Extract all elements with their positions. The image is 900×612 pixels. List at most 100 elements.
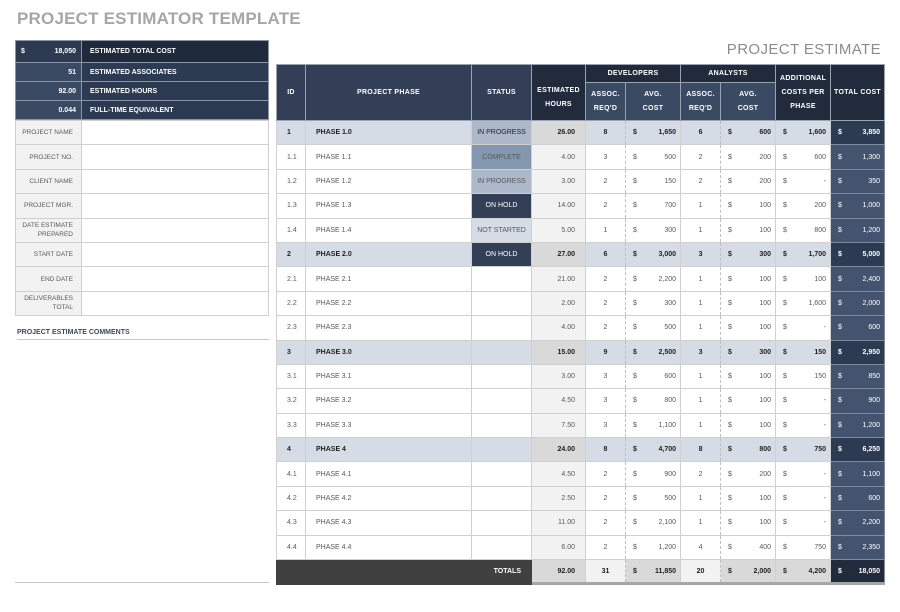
cell-an-cost[interactable]: $100 [720,413,777,439]
cell-additional[interactable]: $1,600 [775,120,832,146]
cell-an-assoc[interactable]: 8 [680,437,722,463]
cell-dev-cost[interactable]: $150 [624,169,682,195]
cell-an-assoc[interactable]: 1 [680,364,722,390]
cell-phase[interactable]: PHASE 2.2 [305,291,472,317]
cell-additional[interactable]: $ - [775,169,832,195]
cell-additional[interactable]: $600 [775,144,832,170]
cell-dev-cost[interactable]: $700 [624,193,682,219]
cell-an-cost[interactable]: $100 [720,266,777,292]
cell-phase[interactable]: PHASE 1.3 [305,193,472,219]
info-input[interactable] [81,119,269,146]
cell-status[interactable] [471,266,532,292]
cell-an-assoc[interactable]: 6 [680,120,722,146]
cell-status[interactable] [471,486,532,512]
cell-phase[interactable]: PHASE 2.3 [305,315,472,341]
cell-an-assoc[interactable]: 1 [680,291,722,317]
cell-phase[interactable]: PHASE 4.4 [305,535,472,561]
info-input[interactable] [81,290,269,317]
cell-an-assoc[interactable]: 2 [680,144,722,170]
cell-dev-assoc[interactable]: 1 [585,218,626,243]
cell-an-cost[interactable]: $100 [720,218,777,243]
cell-dev-cost[interactable]: $1,100 [624,413,682,439]
cell-dev-cost[interactable]: $500 [624,486,682,512]
cell-an-assoc[interactable]: 1 [680,388,722,414]
cell-id[interactable]: 2.2 [276,291,306,317]
cell-additional[interactable]: $ - [775,486,832,512]
cell-dev-assoc[interactable]: 2 [585,535,626,561]
cell-phase[interactable]: PHASE 1.1 [305,144,472,170]
cell-additional[interactable]: $200 [775,193,832,219]
cell-hours[interactable]: 21.00 [531,266,586,292]
cell-hours[interactable]: 7.50 [531,413,586,439]
cell-id[interactable]: 2.1 [276,266,306,292]
cell-an-cost[interactable]: $100 [720,315,777,341]
cell-id[interactable]: 1.1 [276,144,306,170]
cell-hours[interactable]: 15.00 [531,340,586,365]
cell-an-cost[interactable]: $100 [720,291,777,317]
cell-dev-cost[interactable]: $2,100 [624,510,682,536]
cell-dev-assoc[interactable]: 2 [585,315,626,341]
cell-dev-cost[interactable]: $1,200 [624,535,682,561]
cell-an-assoc[interactable]: 3 [680,340,722,365]
cell-additional[interactable]: $ - [775,315,832,341]
cell-additional[interactable]: $1,600 [775,291,832,317]
cell-an-assoc[interactable]: 3 [680,242,722,268]
cell-id[interactable]: 4.2 [276,486,306,512]
info-input[interactable] [81,266,269,292]
cell-id[interactable]: 3.3 [276,413,306,439]
cell-an-assoc[interactable]: 1 [680,413,722,439]
cell-dev-assoc[interactable]: 3 [585,364,626,390]
cell-id[interactable]: 2 [276,242,306,268]
comments-input[interactable] [15,343,269,583]
info-input[interactable] [81,217,269,243]
cell-hours[interactable]: 14.00 [531,193,586,219]
cell-dev-cost[interactable]: $3,000 [624,242,682,268]
cell-additional[interactable]: $100 [775,266,832,292]
cell-id[interactable]: 1.3 [276,193,306,219]
cell-status[interactable]: ON HOLD [471,193,532,219]
cell-an-assoc[interactable]: 1 [680,486,722,512]
cell-phase[interactable]: PHASE 3.0 [305,340,472,365]
cell-dev-cost[interactable]: $300 [624,218,682,243]
cell-hours[interactable]: 6.00 [531,535,586,561]
cell-dev-cost[interactable]: $2,500 [624,340,682,365]
cell-phase[interactable]: PHASE 3.3 [305,413,472,439]
cell-an-cost[interactable]: $400 [720,535,777,561]
cell-status[interactable] [471,388,532,414]
info-input[interactable] [81,241,269,268]
cell-phase[interactable]: PHASE 3.1 [305,364,472,390]
cell-status[interactable] [471,340,532,365]
cell-status[interactable]: NOT STARTED [471,218,532,243]
cell-dev-assoc[interactable]: 3 [585,413,626,439]
cell-dev-cost[interactable]: $1,650 [624,120,682,146]
cell-dev-assoc[interactable]: 2 [585,486,626,512]
cell-status[interactable] [471,461,532,487]
cell-status[interactable]: IN PROGRESS [471,120,532,146]
cell-dev-assoc[interactable]: 2 [585,266,626,292]
cell-dev-assoc[interactable]: 2 [585,291,626,317]
cell-status[interactable] [471,364,532,390]
cell-phase[interactable]: PHASE 4 [305,437,472,463]
info-input[interactable] [81,193,269,219]
cell-an-assoc[interactable]: 2 [680,169,722,195]
cell-additional[interactable]: $750 [775,535,832,561]
cell-hours[interactable]: 4.50 [531,461,586,487]
cell-id[interactable]: 4 [276,437,306,463]
cell-dev-cost[interactable]: $500 [624,144,682,170]
cell-an-assoc[interactable]: 1 [680,218,722,243]
cell-an-cost[interactable]: $800 [720,437,777,463]
cell-additional[interactable]: $ - [775,413,832,439]
cell-an-cost[interactable]: $200 [720,144,777,170]
cell-status[interactable] [471,510,532,536]
cell-id[interactable]: 4.1 [276,461,306,487]
cell-hours[interactable]: 2.50 [531,486,586,512]
cell-hours[interactable]: 3.00 [531,169,586,195]
cell-an-assoc[interactable]: 4 [680,535,722,561]
cell-an-cost[interactable]: $200 [720,169,777,195]
cell-an-cost[interactable]: $100 [720,364,777,390]
cell-hours[interactable]: 4.00 [531,315,586,341]
cell-id[interactable]: 3.1 [276,364,306,390]
cell-additional[interactable]: $1,700 [775,242,832,268]
cell-dev-cost[interactable]: $800 [624,388,682,414]
cell-id[interactable]: 3.2 [276,388,306,414]
